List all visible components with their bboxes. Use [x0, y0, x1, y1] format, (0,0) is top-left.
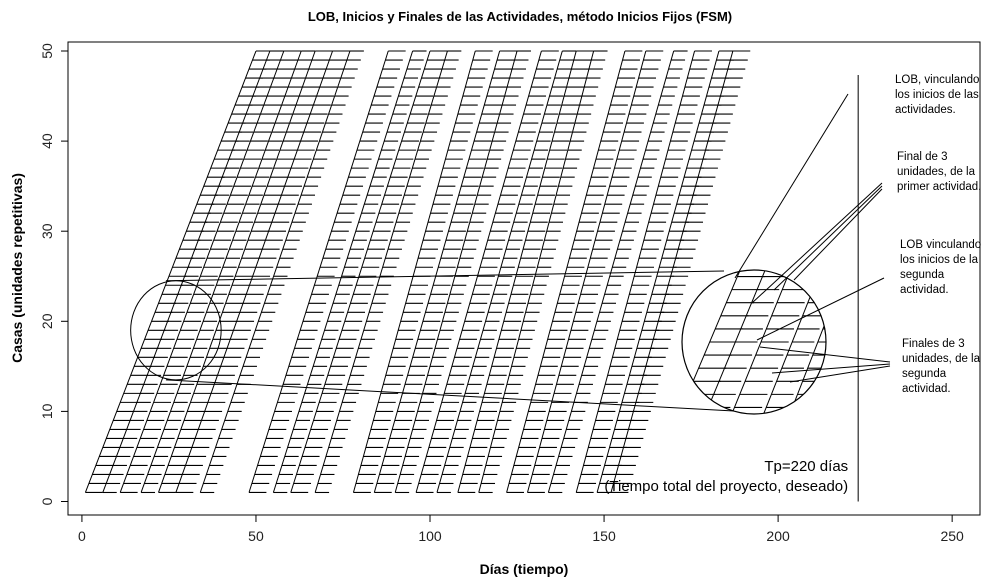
annotation-leader [771, 363, 891, 374]
y-tick-label: 20 [39, 313, 55, 329]
annotation-text: Finales de 3 unidades, de la segunda activi… [902, 338, 981, 395]
chart-title: LOB, Inicios y Finales de las Actividade… [308, 9, 732, 24]
activity-lob-line [352, 50, 476, 493]
plot-frame [67, 41, 981, 516]
annotation-line: Finales de 3 [902, 338, 965, 350]
activity-lob-line [140, 50, 302, 493]
annotation-leader [751, 182, 883, 304]
activity-lob-line [436, 50, 563, 493]
annotation-leader [734, 93, 849, 279]
y-tick-label: 30 [39, 223, 55, 239]
annotation-leader [773, 185, 883, 291]
annotation-leader [759, 346, 891, 363]
x-tick-label: 200 [766, 528, 790, 544]
activity-lob-line [175, 50, 334, 493]
zoom-connector [165, 270, 725, 282]
annotation-line: segunda [900, 269, 945, 281]
annotation-line: Final de 3 [897, 151, 948, 163]
annotation-line: actividad. [902, 383, 951, 395]
x-tick-label: 50 [248, 528, 264, 544]
annotation-line: LOB, vinculando [895, 74, 979, 86]
annotation-leader [793, 188, 883, 281]
activity-lob-line [506, 50, 626, 493]
lob-layer [84, 50, 751, 494]
annotation-leader [756, 277, 885, 341]
annotation-text: LOB vinculando los inicios de la segunda ac… [900, 239, 981, 296]
activity-lob-line [272, 50, 414, 493]
annotation-line: actividades. [895, 104, 956, 116]
annotation-text: Final de 3 unidades, de la primer activida… [897, 151, 981, 193]
zoom-detail-circle [681, 269, 827, 415]
zoom-connector [165, 379, 735, 412]
activity-lob-line [478, 50, 595, 493]
activity-lob-line [547, 50, 675, 493]
y-tick-label: 40 [39, 133, 55, 149]
annotation-line: unidades, de la [902, 353, 981, 365]
activity-lob-line [199, 50, 351, 493]
x-tick-label: 250 [940, 528, 964, 544]
activity-lob-line [575, 50, 696, 493]
tp-label: Tp=220 días [764, 458, 848, 475]
annotation-line: unidades, de la [897, 166, 976, 178]
activity-lob-line [119, 50, 285, 493]
y-tick-label: 10 [39, 403, 55, 419]
annotation-line: actividad. [900, 284, 949, 296]
activity-lob-line [457, 50, 577, 493]
x-tick-label: 150 [592, 528, 616, 544]
activity-lob-line [373, 50, 501, 493]
activity-lob-line [394, 50, 518, 493]
annotation-line: primer actividad. [897, 181, 981, 193]
zoom-detail [130, 0, 994, 578]
activity-lob-line [102, 50, 271, 493]
annotation-line: segunda [902, 368, 947, 380]
x-tick-label: 0 [78, 528, 86, 544]
axis-layer: 0 50 100 150 200 250 0 10 20 30 40 50 [39, 43, 964, 544]
annotation-leader [789, 365, 891, 383]
activity-lob-line [314, 50, 448, 493]
x-axis-label: Días (tiempo) [480, 561, 569, 577]
activity-lob-line [526, 50, 647, 493]
annotation-line: los inicios de las [895, 89, 979, 101]
annotation-line: los inicios de la [900, 254, 979, 266]
activity-lob-line [84, 50, 257, 493]
annotation-text: LOB, vinculando los inicios de las activid… [895, 74, 979, 116]
activity-lob-line [415, 50, 542, 493]
activity-lob-line [248, 50, 389, 493]
activity-lob-line [976, 0, 994, 578]
y-axis-label: Casas (unidades repetitivas) [9, 173, 25, 363]
y-tick-label: 50 [39, 43, 55, 59]
annotations: LOB, vinculando los inicios de las activid… [734, 74, 981, 395]
x-tick-label: 100 [418, 528, 442, 544]
activity-lob-line [290, 50, 431, 493]
tp-sublabel: (Tiempo total del proyecto, deseado) [604, 478, 848, 495]
y-tick-label: 0 [39, 497, 55, 505]
activity-lob-line [158, 50, 316, 493]
annotation-line: LOB vinculando [900, 239, 981, 251]
